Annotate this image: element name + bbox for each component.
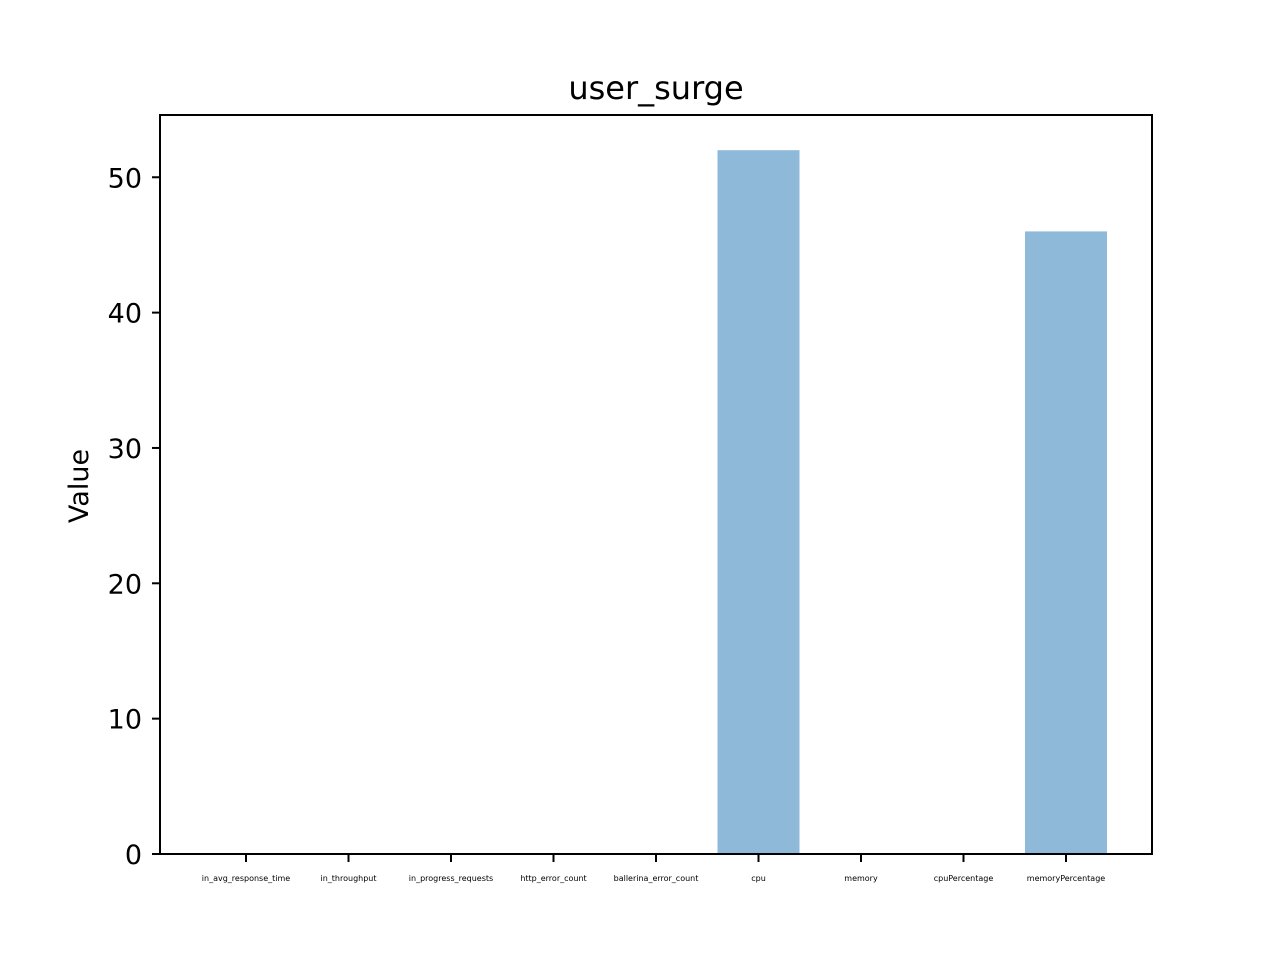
x-tick-label: cpu	[751, 874, 766, 883]
y-axis-ticks: 0 10 20 30 40 50	[108, 163, 160, 871]
y-tick-label: 0	[125, 840, 142, 871]
y-tick-label: 10	[108, 705, 142, 736]
x-axis-ticks: in_avg_response_time in_throughput in_prog…	[202, 854, 1106, 883]
y-tick-label: 40	[108, 299, 142, 330]
x-tick-label: memoryPercentage	[1027, 874, 1106, 883]
chart-title: user_surge	[568, 69, 743, 107]
x-tick-label: in_avg_response_time	[202, 874, 290, 883]
x-tick-label: http_error_count	[520, 874, 586, 883]
y-tick-label: 30	[108, 434, 142, 465]
plot-frame	[159, 114, 1153, 855]
bars-group	[717, 150, 1107, 854]
y-axis-label: Value	[64, 449, 95, 523]
bar-cpu	[717, 150, 800, 854]
x-tick-label: in_progress_requests	[409, 874, 493, 883]
bar-memorypercentage	[1025, 231, 1107, 854]
y-tick-label: 20	[108, 569, 142, 600]
x-tick-label: cpuPercentage	[934, 874, 994, 883]
x-tick-label: in_throughput	[320, 874, 376, 883]
x-tick-label: ballerina_error_count	[614, 874, 699, 883]
x-tick-label: memory	[844, 874, 878, 883]
y-tick-label: 50	[108, 163, 142, 194]
